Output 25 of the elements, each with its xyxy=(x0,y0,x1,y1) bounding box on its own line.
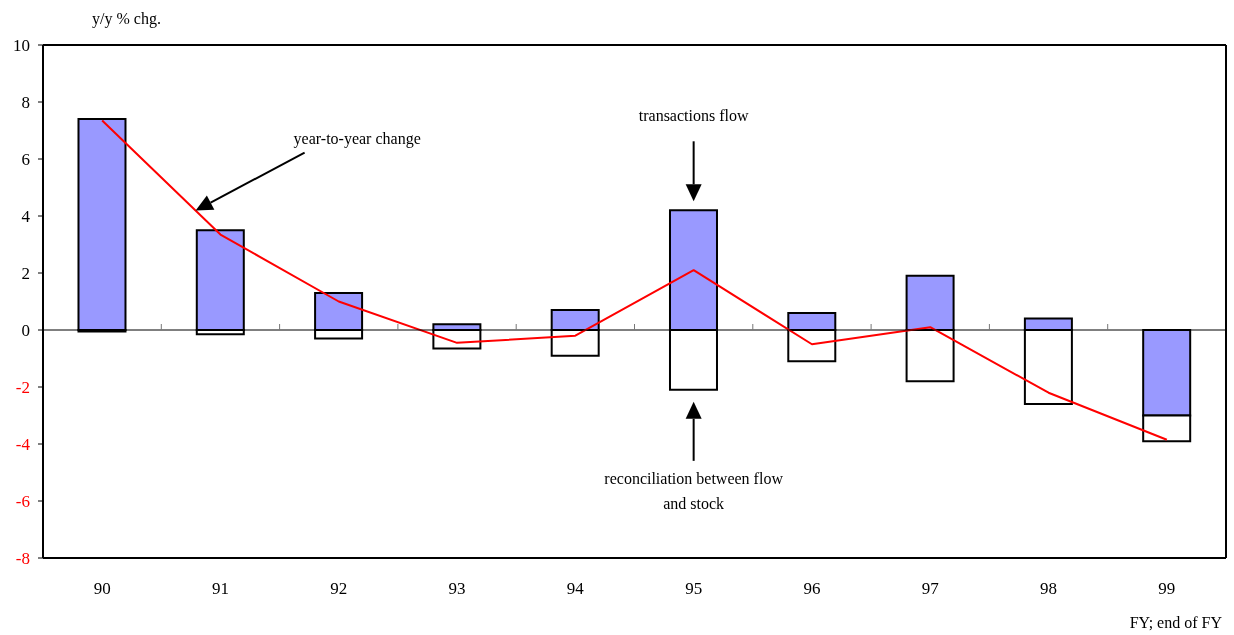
y-tick-label: 2 xyxy=(21,264,30,283)
x-tick-label: 93 xyxy=(448,579,466,599)
annotation: transactions flow xyxy=(638,107,749,125)
y-tick-label: -6 xyxy=(15,492,30,511)
x-tick-label: 95 xyxy=(685,579,703,599)
x-tick-label: 90 xyxy=(93,579,111,599)
y-axis-title: y/y % chg. xyxy=(92,10,161,28)
x-tick-label: 92 xyxy=(330,579,348,599)
y-tick-label: -8 xyxy=(15,549,30,568)
y-tick-label: 4 xyxy=(21,207,31,226)
x-tick-label: 91 xyxy=(211,579,229,599)
x-tick-label: 98 xyxy=(1040,579,1058,599)
x-tick-label: 94 xyxy=(566,579,585,599)
y-tick-label: 8 xyxy=(21,93,30,112)
annotation: year-to-year change xyxy=(293,129,421,148)
x-tick-label: 99 xyxy=(1158,579,1176,599)
x-tick-label: 96 xyxy=(803,579,821,599)
y-tick-label: -4 xyxy=(15,435,31,454)
y-tick-label: -2 xyxy=(15,378,30,397)
y-tick-label: 0 xyxy=(21,321,30,340)
y-tick-label: 6 xyxy=(21,150,30,169)
x-tick-label: 97 xyxy=(921,579,940,599)
x-axis-title: FY; end of FY xyxy=(1129,614,1223,631)
y-tick-label: 10 xyxy=(13,36,30,55)
annotation: reconciliation between flow and stock xyxy=(604,469,784,512)
